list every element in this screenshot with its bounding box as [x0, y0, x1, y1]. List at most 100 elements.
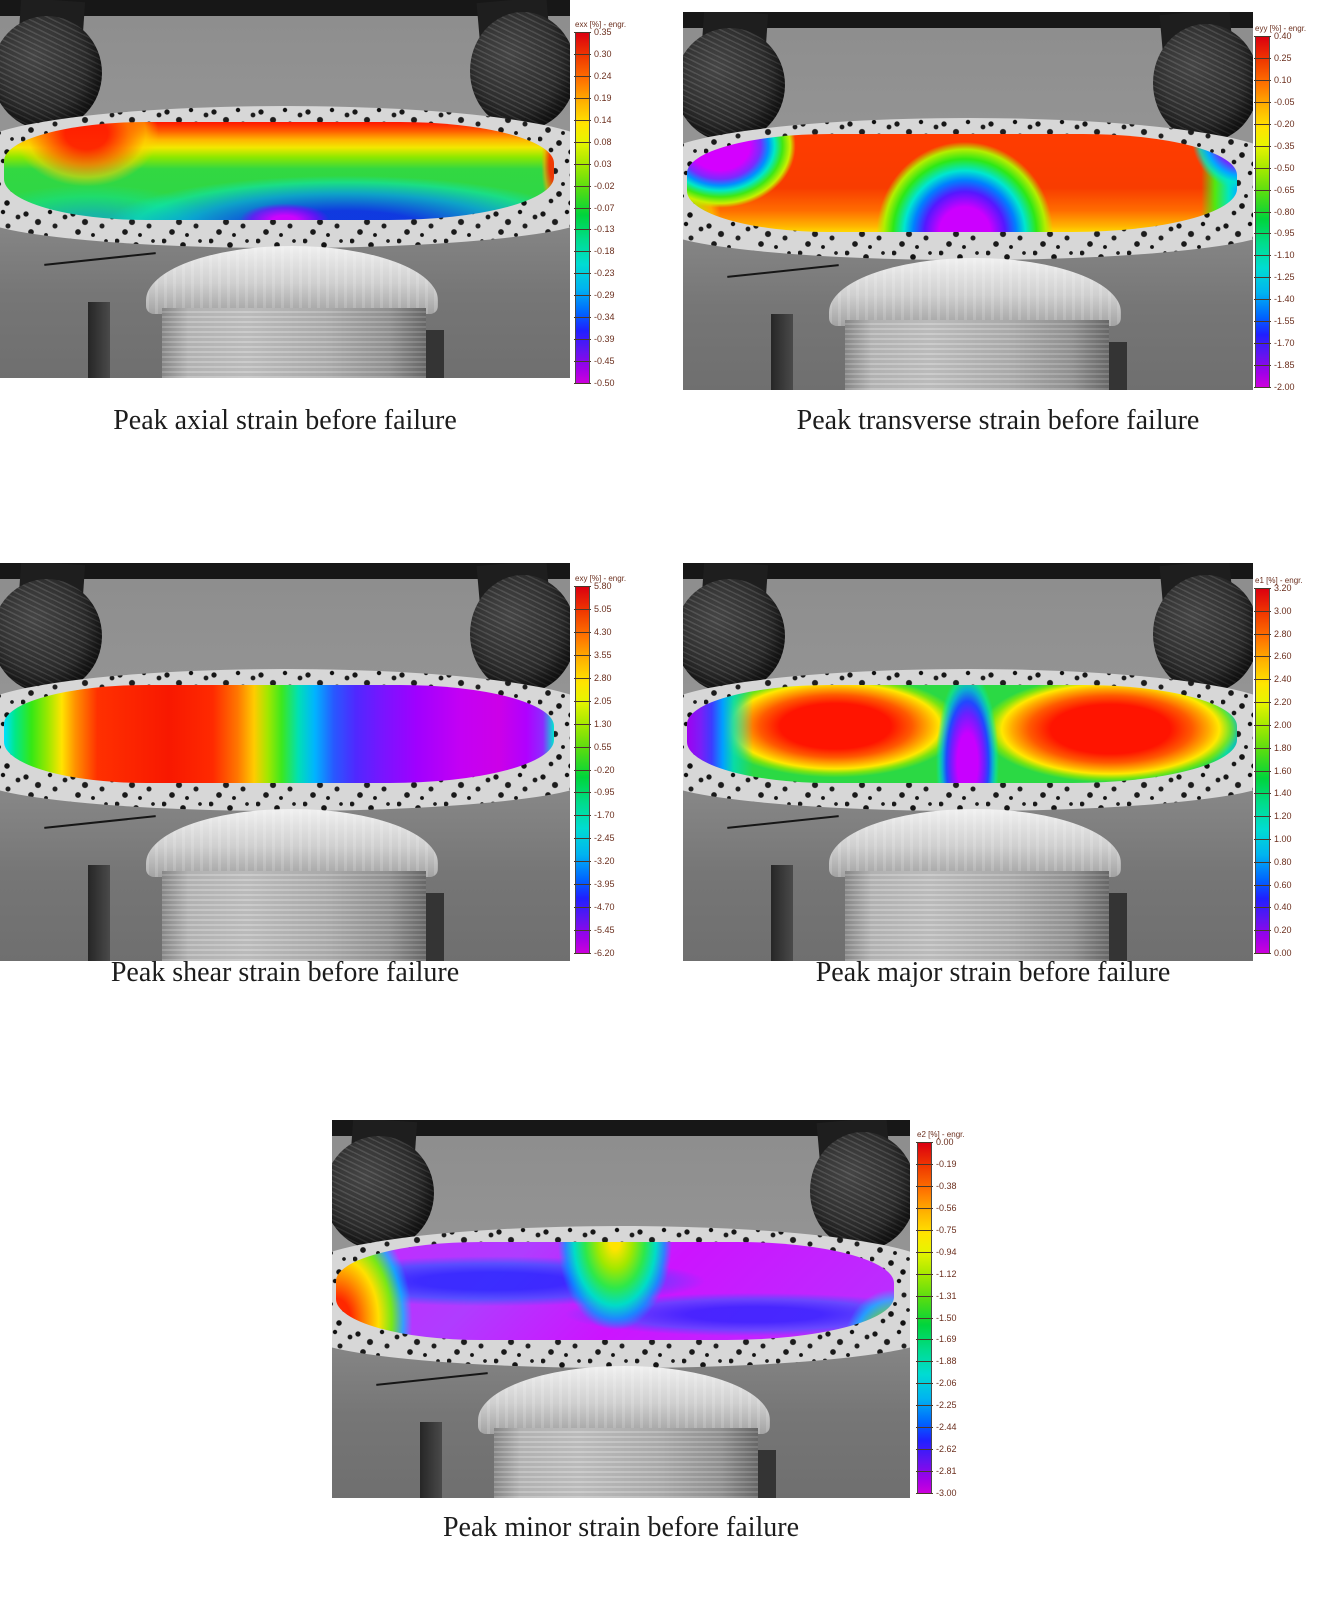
wire-line [376, 1372, 488, 1386]
figure-caption: Peak axial strain before failure [113, 405, 457, 436]
colorbar-tick-label: 1.80 [1254, 743, 1292, 753]
colorbar-tick-label: -1.50 [916, 1313, 957, 1323]
colorbar-tick-label: -0.19 [916, 1159, 957, 1169]
colorbar-legend-minor: e2 [%] - engr. 0.00 -0.19 -0.38 -0.56 -0.75 -… [917, 1130, 989, 1498]
colorbar-tick-label: 2.40 [1254, 675, 1292, 684]
figure-caption: Peak minor strain before failure [442, 1512, 800, 1543]
colorbar-tick-label: -0.56 [916, 1203, 957, 1213]
top-roller-right [1153, 24, 1253, 142]
colorbar-tick-label: 2.60 [1254, 652, 1292, 661]
colorbar-tick-label: 2.05 [574, 696, 615, 706]
colorbar-tick-label: 0.40 [1254, 32, 1295, 41]
speckled-specimen-beam [0, 669, 570, 811]
wire-line [727, 264, 839, 278]
colorbar-tick-label: 0.25 [1254, 53, 1295, 63]
colorbar-tick-label: 1.00 [1254, 834, 1292, 844]
wire-line [44, 815, 156, 829]
colorbar-tick-label: -0.45 [574, 357, 615, 366]
colorbar-tick-label: -5.45 [574, 926, 615, 935]
dic-photo-transverse [683, 12, 1253, 390]
support-anvil-block [845, 871, 1109, 961]
colorbar-tick-label: -2.44 [916, 1423, 957, 1432]
support-anvil-block [494, 1428, 758, 1498]
top-roller-right [810, 1132, 910, 1250]
colorbar-ticks: 0.40 0.25 0.10 -0.05 -0.20 -0.35 -0.50 -0.65 -0.… [1254, 32, 1295, 392]
colorbar-tick-label: -1.10 [1254, 251, 1295, 260]
colorbar-tick-label: 0.08 [574, 137, 615, 147]
wire-line [44, 252, 156, 266]
colorbar-tick-label: -3.20 [574, 857, 615, 866]
figure-caption: Peak major strain before failure [815, 957, 1171, 988]
top-roller-left [683, 579, 785, 693]
colorbar-tick-label: -0.02 [574, 181, 615, 191]
fixture-post-left [771, 314, 793, 390]
colorbar-tick-label: -0.20 [1254, 119, 1295, 129]
colorbar-ticks: 3.20 3.00 2.80 2.60 2.40 2.20 2.00 1.80 1.60 1.40… [1254, 584, 1292, 958]
colorbar-tick-label: -0.95 [1254, 229, 1295, 238]
dic-photo-minor [332, 1120, 910, 1498]
colorbar-tick-label: -0.05 [1254, 97, 1295, 107]
colorbar-tick-label: -4.70 [574, 903, 615, 912]
colorbar-title: eyy [%] - engr. [1255, 24, 1307, 33]
colorbar-tick-label: 3.00 [1254, 606, 1292, 616]
speckled-specimen-beam [332, 1226, 910, 1368]
colorbar-title: exy [%] - engr. [575, 574, 627, 583]
colorbar-legend-shear: exy [%] - engr. 5.80 5.05 4.30 3.55 2.80 2.05… [575, 574, 647, 958]
colorbar-tick-label: 3.20 [1254, 584, 1292, 593]
colorbar-tick-label: -2.06 [916, 1379, 957, 1388]
colorbar-tick-label: 1.60 [1254, 766, 1292, 776]
colorbar-ticks: 5.80 5.05 4.30 3.55 2.80 2.05 1.30 0.55 -0.20 -0.… [574, 582, 615, 958]
colorbar-tick-label: -1.88 [916, 1357, 957, 1366]
colorbar-title: exx [%] - engr. [575, 20, 627, 29]
colorbar-tick-label: -0.38 [916, 1181, 957, 1191]
colorbar-tick-label: -1.70 [1254, 339, 1295, 348]
colorbar-legend-major: e1 [%] - engr. 3.20 3.00 2.80 2.60 2.40 2.20 2… [1255, 576, 1327, 958]
fixture-post-right [756, 1450, 776, 1498]
fixture-top-bar [683, 563, 1253, 579]
top-roller-left [0, 16, 102, 130]
colorbar-tick-label: -2.25 [916, 1401, 957, 1410]
support-anvil-dome [146, 809, 438, 877]
strain-field-overlay-axial [4, 122, 554, 220]
colorbar-legend-transverse: eyy [%] - engr. 0.40 0.25 0.10 -0.05 -0.20 -0… [1255, 24, 1327, 392]
colorbar-tick-label: -2.00 [1254, 383, 1295, 392]
colorbar-tick-label: 0.20 [1254, 926, 1292, 935]
colorbar-tick-label: 4.30 [574, 627, 615, 637]
colorbar-tick-label: -2.45 [574, 834, 615, 843]
strain-field-overlay-shear [4, 685, 554, 783]
speckled-specimen-beam [683, 118, 1253, 260]
colorbar-tick-label: -0.50 [1254, 163, 1295, 173]
dic-photo-major [683, 563, 1253, 961]
figure-caption: Peak transverse strain before failure [796, 405, 1200, 436]
colorbar-tick-label: -0.18 [574, 247, 615, 256]
colorbar-tick-label: -2.81 [916, 1467, 957, 1476]
figure-caption: Peak shear strain before failure [110, 957, 460, 988]
colorbar-tick-label: 0.80 [1254, 857, 1292, 867]
colorbar-tick-label: -0.07 [574, 203, 615, 213]
colorbar-ticks: 0.00 -0.19 -0.38 -0.56 -0.75 -0.94 -1.12 -1.31 -… [916, 1138, 957, 1498]
fixture-top-bar [683, 12, 1253, 28]
colorbar-tick-label: -0.35 [1254, 141, 1295, 151]
colorbar-tick-label: -2.62 [916, 1445, 957, 1454]
colorbar-legend-axial: exx [%] - engr. 0.35 0.30 0.24 0.19 0.14 0.08… [574, 20, 647, 388]
support-anvil-dome [829, 258, 1121, 326]
top-roller-left [0, 579, 102, 693]
colorbar-tick-label: -1.55 [1254, 317, 1295, 326]
top-roller-left [332, 1136, 434, 1250]
colorbar-tick-label: 1.20 [1254, 812, 1292, 821]
colorbar-tick-label: 0.00 [1254, 949, 1292, 958]
colorbar-tick-label: -0.95 [574, 788, 615, 797]
colorbar-tick-label: 0.14 [574, 115, 615, 125]
colorbar-tick-label: 2.00 [1254, 720, 1292, 730]
colorbar-tick-label: 0.00 [916, 1138, 957, 1147]
colorbar-tick-label: 0.10 [1254, 75, 1295, 85]
dic-photo-shear [0, 563, 570, 961]
colorbar-tick-label: 0.35 [574, 28, 615, 37]
colorbar-tick-label: -0.23 [574, 269, 615, 278]
top-roller-left [683, 28, 785, 142]
colorbar-tick-label: 2.80 [574, 673, 615, 683]
fixture-post-left [88, 865, 110, 961]
colorbar-tick-label: -0.65 [1254, 185, 1295, 195]
colorbar-tick-label: -0.80 [1254, 207, 1295, 217]
speckled-specimen-beam [0, 106, 570, 248]
